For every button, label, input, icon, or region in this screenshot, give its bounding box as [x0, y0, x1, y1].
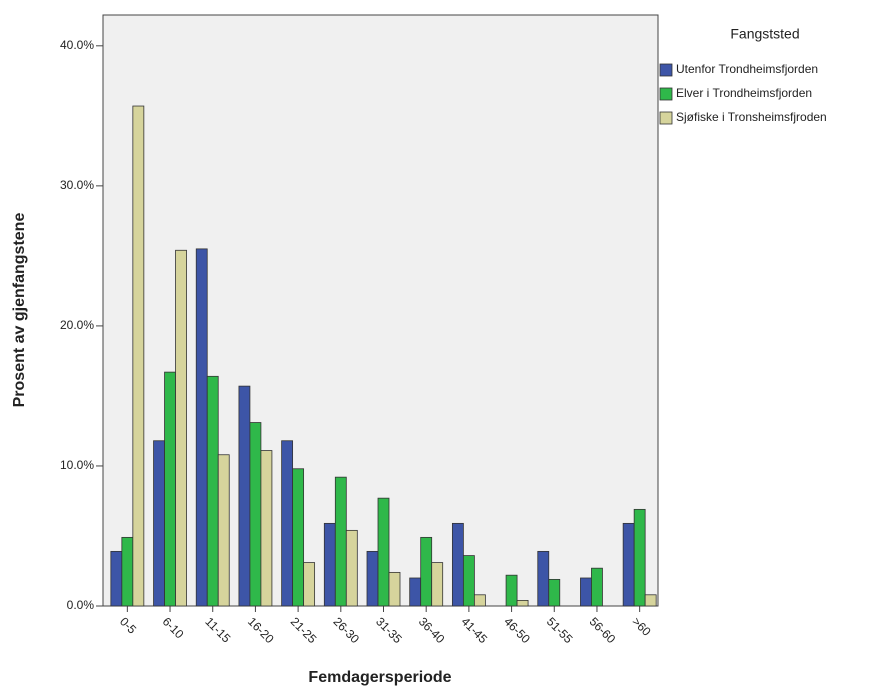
- bar: [164, 371, 176, 607]
- bar: [633, 508, 646, 607]
- x-tick-label: 51-55: [544, 614, 576, 646]
- bar: [323, 522, 336, 607]
- legend-title: Fangststed: [730, 26, 799, 42]
- bar: [462, 555, 475, 607]
- bar: [217, 454, 230, 607]
- bar: [580, 577, 592, 607]
- legend-label: Utenfor Trondheimsfjorden: [676, 62, 818, 76]
- x-axis-title: Femdagersperiode: [308, 669, 451, 686]
- bar: [451, 522, 464, 607]
- bar: [388, 571, 401, 607]
- bar: [537, 550, 550, 607]
- bar: [548, 578, 561, 607]
- x-tick-label: 36-40: [416, 614, 448, 646]
- bar: [644, 594, 657, 607]
- bar: [260, 450, 273, 607]
- x-tick-label: 41-45: [459, 614, 491, 646]
- bar: [238, 385, 251, 607]
- bar: [303, 562, 316, 607]
- y-tick-label: 30.0%: [60, 178, 94, 192]
- bar: [110, 550, 123, 607]
- bar: [366, 550, 379, 607]
- bar: [195, 248, 208, 607]
- bar: [121, 536, 134, 607]
- x-tick-label: 46-50: [501, 614, 533, 646]
- bar: [345, 529, 358, 607]
- bar: [431, 562, 444, 607]
- bar: [206, 375, 219, 607]
- legend-swatch: [659, 111, 673, 125]
- bar: [420, 536, 433, 607]
- bar: [591, 567, 603, 607]
- legend-swatch: [659, 63, 673, 77]
- bar: [505, 574, 518, 607]
- bar: [281, 440, 294, 607]
- x-tick-label: >60: [629, 614, 654, 639]
- x-tick-label: 0-5: [117, 614, 139, 636]
- y-tick-label: 10.0%: [60, 458, 94, 472]
- x-tick-label: 11-15: [202, 614, 233, 645]
- legend-label: Sjøfiske i Tronsheimsfjroden: [676, 110, 827, 124]
- y-axis-title: Prosent av gjenfangstene: [11, 213, 28, 408]
- y-tick-label: 20.0%: [60, 318, 94, 332]
- bar: [292, 468, 305, 607]
- x-tick-label: 31-35: [373, 614, 405, 646]
- bar: [334, 476, 347, 607]
- x-tick-label: 21-25: [288, 614, 320, 646]
- y-tick-label: 0.0%: [67, 598, 95, 612]
- bar: [516, 599, 529, 607]
- bar: [622, 522, 635, 607]
- x-tick-label: 26-30: [330, 614, 362, 646]
- bar: [377, 497, 390, 607]
- bar: [409, 577, 422, 607]
- y-tick-label: 40.0%: [60, 38, 94, 52]
- bar: [153, 440, 165, 607]
- bar: [132, 105, 145, 607]
- legend-swatch: [659, 87, 673, 101]
- legend-label: Elver i Trondheimsfjorden: [676, 86, 812, 100]
- x-tick-label: 56-60: [587, 614, 619, 646]
- bar: [175, 249, 187, 607]
- x-tick-label: 6-10: [160, 614, 187, 641]
- bar: [249, 422, 262, 607]
- bar: [473, 594, 486, 607]
- x-tick-label: 16-20: [245, 614, 277, 646]
